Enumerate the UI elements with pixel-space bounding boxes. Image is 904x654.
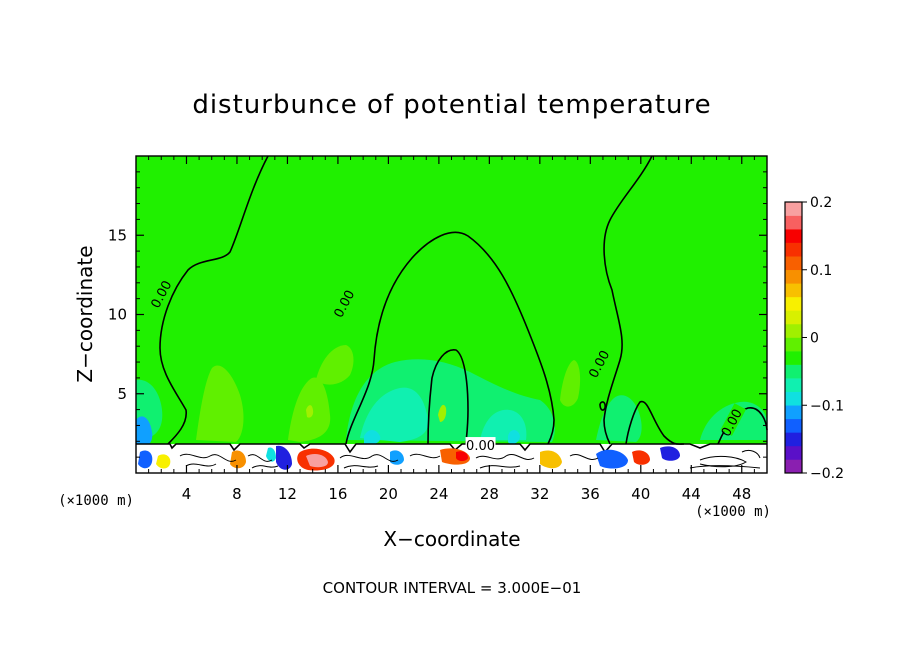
- contour-right-tall: [603, 155, 653, 445]
- x-unit-label: (×1000 m): [695, 504, 771, 520]
- chart-title: disturbunce of potential temperature: [192, 90, 711, 120]
- colorbar-swatch: [785, 202, 802, 216]
- x-tick-label: 4: [182, 485, 192, 503]
- x-tick-label: 24: [429, 485, 448, 503]
- blob-red-2: [456, 451, 468, 461]
- y-tick-label: 15: [108, 226, 127, 244]
- contour-right-small: [625, 400, 685, 445]
- blob-blue-3: [596, 449, 628, 469]
- colorbar-swatch: [785, 405, 802, 420]
- colorbar-swatch: [785, 283, 802, 298]
- y-unit-label: (×1000 m): [58, 493, 134, 509]
- warm-patch-4: [560, 360, 581, 407]
- x-tick-label: 28: [480, 485, 499, 503]
- warm-patch-6: [306, 405, 314, 418]
- colorbar: [784, 201, 803, 474]
- field-shading: [136, 345, 767, 448]
- terrain-region: [136, 443, 767, 473]
- blob-yellow-2: [540, 450, 562, 469]
- colorbar-swatch: [785, 445, 802, 460]
- terrain-top-edge: [136, 443, 767, 454]
- colorbar-labels: 0.2 0.1 0 −0.1 −0.2: [802, 195, 844, 482]
- contour-interval-note: CONTOUR INTERVAL = 3.000E−01: [323, 579, 582, 597]
- contour-label-bg: [465, 437, 496, 451]
- colorbar-swatch: [785, 418, 802, 433]
- blob-pink-1: [306, 454, 328, 468]
- plume-right: [596, 395, 642, 442]
- colorbar-label: 0.1: [810, 263, 832, 279]
- colorbar-swatch: [785, 391, 802, 406]
- contour-left: [159, 155, 269, 445]
- blob-blue-2: [138, 450, 153, 469]
- contour-label: 0.00: [466, 439, 495, 454]
- contour-blip: [599, 401, 606, 411]
- contour-center-outer: [345, 231, 555, 445]
- colorbar-swatch: [785, 459, 802, 474]
- x-axis-title: X−coordinate: [383, 527, 520, 551]
- x-tick-label: 36: [581, 485, 600, 503]
- y-tick-label: 10: [108, 306, 127, 324]
- blob-red-3: [632, 450, 650, 465]
- blob-cyan-1: [266, 447, 276, 462]
- colorbar-swatch: [785, 310, 802, 325]
- y-axis-title: Z−coordinate: [73, 245, 97, 382]
- colorbar-swatch: [785, 351, 802, 365]
- colorbar-label: 0.2: [810, 195, 832, 211]
- x-tick-label: 32: [530, 485, 549, 503]
- plume-center-inner: [360, 387, 429, 442]
- colorbar-label: 0: [810, 331, 819, 347]
- colorbar-swatch: [785, 337, 802, 352]
- colorbar-swatch: [785, 269, 802, 284]
- x-tick-label: 40: [631, 485, 650, 503]
- blob-blue-4: [660, 446, 680, 461]
- x-tick-label: 44: [682, 485, 701, 503]
- colorbar-swatch: [785, 296, 802, 311]
- warm-patch-3: [316, 345, 354, 385]
- x-tick-label: 8: [232, 485, 242, 503]
- x-tick-label: 20: [379, 485, 398, 503]
- colorbar-swatch: [785, 432, 802, 447]
- warm-patch-1: [196, 365, 244, 442]
- x-tick-label: 48: [732, 485, 751, 503]
- colorbar-swatch: [785, 229, 802, 243]
- contour-center-inner: [427, 349, 469, 445]
- warm-patch-5: [438, 404, 447, 422]
- contour-label-bg: [587, 344, 614, 378]
- contour-label-bg: [150, 274, 176, 308]
- x-tick-label: 16: [328, 485, 347, 503]
- y-tick-label: 5: [117, 385, 127, 403]
- blob-orange-1: [230, 450, 246, 469]
- colorbar-swatch: [785, 215, 802, 230]
- cool-spot-1: [136, 416, 153, 448]
- colorbar-swatch: [785, 256, 802, 271]
- blob-blue-1: [276, 445, 292, 470]
- colorbar-swatch: [785, 242, 802, 257]
- blob-yellow-1: [156, 454, 171, 469]
- contour-label-bg: [333, 284, 359, 317]
- contour-labels: 0.00 0.000.000.000.00: [149, 274, 747, 454]
- x-tick-label: 12: [278, 485, 297, 503]
- colorbar-label: −0.2: [810, 466, 844, 482]
- colorbar-swatch: [785, 323, 802, 338]
- colorbar-label: −0.1: [810, 398, 844, 414]
- colorbar-swatch: [785, 378, 802, 392]
- colorbar-swatch: [785, 364, 802, 379]
- cool-spot-2: [364, 430, 381, 445]
- x-axis-ticks: 4 8 12 16 20 24 28 32 36 40 44 48: [148, 156, 755, 503]
- terrain-contours: [179, 449, 761, 469]
- contour-label-bg: [720, 403, 747, 436]
- cool-spot-3: [508, 430, 520, 444]
- y-axis-ticks: 5 10 15: [108, 171, 767, 458]
